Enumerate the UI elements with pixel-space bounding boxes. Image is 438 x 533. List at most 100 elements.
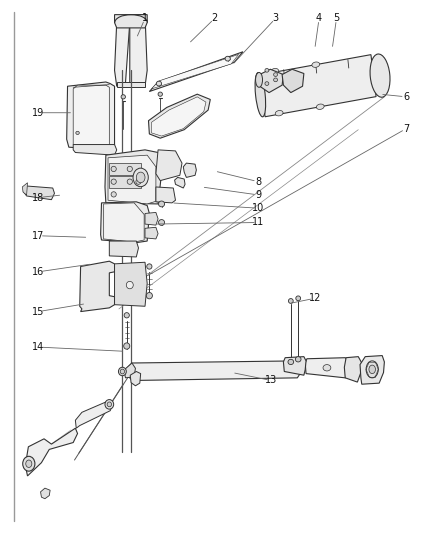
Ellipse shape	[26, 460, 32, 467]
Polygon shape	[344, 357, 362, 382]
Text: 12: 12	[308, 293, 321, 303]
Polygon shape	[115, 14, 130, 86]
Polygon shape	[149, 52, 243, 92]
Ellipse shape	[366, 361, 378, 378]
Polygon shape	[152, 97, 206, 136]
Polygon shape	[73, 85, 110, 148]
Ellipse shape	[271, 68, 279, 74]
Ellipse shape	[295, 357, 301, 362]
Ellipse shape	[159, 201, 165, 207]
Ellipse shape	[105, 400, 114, 409]
Ellipse shape	[121, 95, 125, 99]
Ellipse shape	[370, 54, 390, 97]
Text: 13: 13	[265, 375, 277, 385]
Ellipse shape	[265, 68, 269, 72]
Polygon shape	[105, 150, 162, 204]
Polygon shape	[145, 227, 158, 239]
Text: 1: 1	[142, 13, 148, 23]
Ellipse shape	[274, 72, 278, 76]
Text: 17: 17	[32, 231, 45, 241]
Ellipse shape	[159, 220, 165, 225]
Polygon shape	[110, 163, 141, 175]
Ellipse shape	[158, 92, 162, 96]
Ellipse shape	[288, 359, 293, 365]
Ellipse shape	[133, 168, 148, 187]
Ellipse shape	[124, 343, 130, 349]
Polygon shape	[305, 358, 350, 378]
Text: 5: 5	[333, 13, 339, 23]
Polygon shape	[257, 69, 283, 93]
Text: 6: 6	[403, 92, 409, 102]
Ellipse shape	[76, 131, 79, 134]
Polygon shape	[104, 203, 144, 242]
Polygon shape	[156, 150, 182, 181]
Ellipse shape	[265, 82, 269, 85]
Polygon shape	[184, 163, 196, 177]
Ellipse shape	[136, 172, 145, 183]
Ellipse shape	[127, 179, 132, 184]
Text: 10: 10	[252, 203, 264, 213]
Text: 2: 2	[212, 13, 218, 23]
Ellipse shape	[255, 72, 262, 87]
Polygon shape	[75, 400, 113, 428]
Polygon shape	[110, 241, 138, 257]
Ellipse shape	[126, 281, 133, 289]
Ellipse shape	[120, 369, 124, 374]
Text: 11: 11	[252, 217, 264, 228]
Polygon shape	[22, 183, 28, 195]
Ellipse shape	[118, 367, 126, 376]
Polygon shape	[130, 372, 141, 386]
Polygon shape	[108, 155, 156, 204]
Text: 14: 14	[32, 342, 45, 352]
Ellipse shape	[274, 78, 278, 82]
Ellipse shape	[288, 298, 293, 303]
Text: 3: 3	[272, 13, 279, 23]
Polygon shape	[156, 187, 176, 203]
Polygon shape	[130, 14, 147, 86]
Ellipse shape	[111, 192, 116, 197]
Polygon shape	[101, 202, 149, 243]
Ellipse shape	[323, 365, 331, 371]
Ellipse shape	[146, 293, 152, 299]
Text: 9: 9	[255, 190, 261, 200]
Polygon shape	[260, 55, 376, 117]
Polygon shape	[283, 357, 306, 375]
Ellipse shape	[225, 56, 230, 61]
Ellipse shape	[111, 166, 116, 172]
Ellipse shape	[255, 72, 265, 117]
Polygon shape	[41, 488, 50, 499]
Ellipse shape	[156, 81, 162, 86]
Polygon shape	[175, 177, 185, 188]
Ellipse shape	[124, 313, 129, 318]
Polygon shape	[148, 94, 210, 138]
Ellipse shape	[296, 296, 300, 301]
Ellipse shape	[312, 62, 320, 67]
Text: 4: 4	[316, 13, 322, 23]
Text: 18: 18	[32, 192, 45, 203]
Ellipse shape	[127, 166, 132, 172]
Polygon shape	[124, 363, 135, 378]
Ellipse shape	[23, 456, 35, 471]
Text: 19: 19	[32, 108, 45, 118]
Text: 8: 8	[255, 176, 261, 187]
Text: 16: 16	[32, 267, 45, 277]
Polygon shape	[115, 14, 147, 28]
Polygon shape	[115, 262, 147, 306]
Polygon shape	[67, 82, 115, 150]
Ellipse shape	[275, 110, 283, 116]
Polygon shape	[25, 428, 78, 476]
Polygon shape	[23, 186, 54, 200]
Polygon shape	[360, 356, 385, 384]
Ellipse shape	[316, 104, 324, 109]
Polygon shape	[152, 54, 239, 89]
Ellipse shape	[136, 179, 141, 184]
Ellipse shape	[369, 365, 375, 374]
Polygon shape	[127, 361, 302, 381]
Polygon shape	[117, 82, 145, 87]
Ellipse shape	[111, 179, 116, 184]
Text: 15: 15	[32, 306, 45, 317]
Ellipse shape	[147, 264, 152, 269]
Ellipse shape	[107, 402, 112, 407]
Polygon shape	[110, 176, 141, 188]
Polygon shape	[73, 144, 117, 155]
